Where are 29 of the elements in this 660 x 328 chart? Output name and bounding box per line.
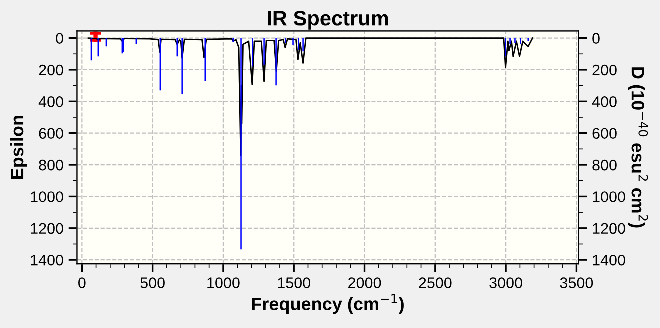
y2-tick-label: 0 xyxy=(592,33,600,44)
y-tick-label: 0 xyxy=(56,33,64,44)
y-tick-label: 400 xyxy=(38,96,64,108)
x-tick-label: 500 xyxy=(140,278,165,288)
y-tick-label: 1000 xyxy=(31,192,64,202)
chart-title: IR Spectrum xyxy=(268,11,388,30)
x-tick-label: 3500 xyxy=(560,278,594,288)
y2-tick-label: 600 xyxy=(592,128,617,140)
x-tick-label: 2000 xyxy=(348,278,382,288)
x-tick-label: 1000 xyxy=(208,278,240,288)
y2-axis-title: D (10$^{−40}$ esu$^{2}$ cm$^{2}$) xyxy=(628,68,648,228)
y2-tick-label: 400 xyxy=(592,96,617,108)
line-series xyxy=(88,38,534,156)
y-tick-label: 600 xyxy=(39,128,64,140)
y2-tick-label: 1200 xyxy=(593,223,626,234)
y2-tick-label: 200 xyxy=(592,64,617,76)
y-tick-label: 1200 xyxy=(31,223,64,234)
x-tick-label: 0 xyxy=(78,278,86,288)
x-tick-label: 3000 xyxy=(490,278,522,288)
y2-tick-label: 800 xyxy=(592,160,617,171)
x-tick-label: 2500 xyxy=(419,278,452,288)
y2-tick-label: 1000 xyxy=(593,192,626,202)
y-tick-label: 200 xyxy=(39,64,64,76)
y-tick-label: 800 xyxy=(39,160,64,171)
y-tick-label: 1400 xyxy=(31,254,64,266)
y2-tick-label: 1400 xyxy=(593,254,626,266)
x-axis-title: Frequency (cm$^{−1}$) xyxy=(252,294,404,314)
x-tick-label: 1500 xyxy=(278,278,311,288)
y-axis-title: Epsilon xyxy=(10,116,28,179)
